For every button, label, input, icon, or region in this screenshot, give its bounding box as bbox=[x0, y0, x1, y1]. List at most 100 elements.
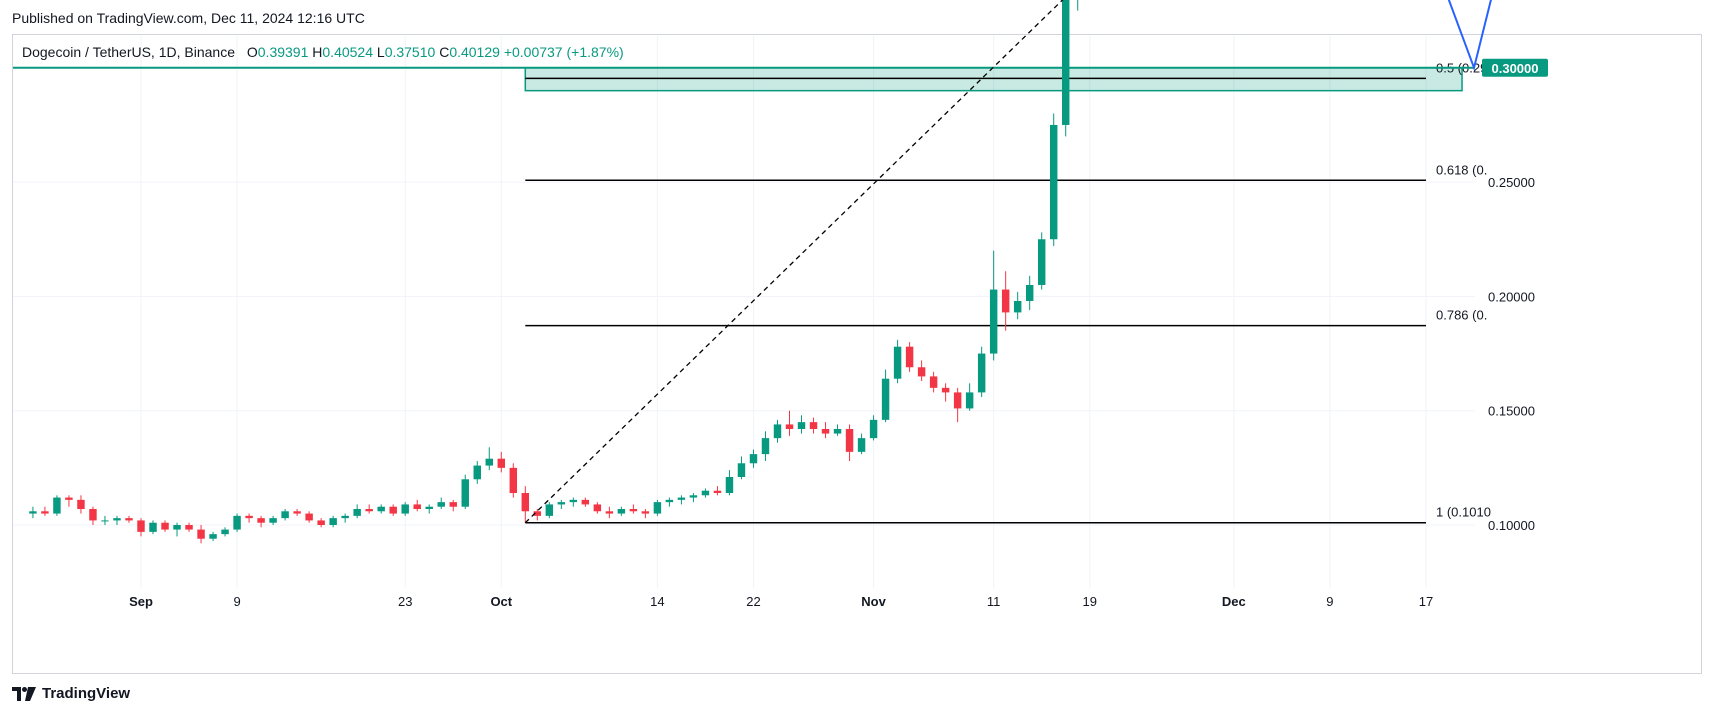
candle bbox=[533, 508, 542, 521]
candle-body bbox=[161, 522, 169, 530]
candle bbox=[365, 504, 373, 514]
candle-body bbox=[641, 511, 650, 514]
fib-level-label: 0.786 (0. bbox=[1436, 308, 1487, 323]
candle bbox=[485, 447, 493, 471]
candle-body bbox=[1025, 284, 1034, 301]
candle bbox=[353, 504, 361, 519]
candle-body bbox=[389, 506, 397, 514]
candle-body bbox=[809, 422, 818, 429]
fib-level-label: 1 (0.1010 bbox=[1436, 505, 1491, 520]
candle-body bbox=[677, 497, 686, 500]
candle bbox=[929, 371, 938, 393]
candle bbox=[725, 470, 734, 496]
candle bbox=[389, 504, 397, 516]
candle bbox=[653, 499, 662, 516]
brand-name: TradingView bbox=[42, 685, 131, 702]
projection-path bbox=[1447, 0, 1492, 72]
candle-body bbox=[593, 504, 602, 512]
candle-body bbox=[341, 515, 349, 519]
candle bbox=[317, 518, 325, 528]
candle bbox=[857, 433, 866, 455]
candle bbox=[341, 513, 349, 523]
candle bbox=[521, 486, 530, 523]
candle bbox=[605, 506, 614, 519]
candle-body bbox=[365, 508, 373, 512]
candle-body bbox=[653, 502, 662, 514]
y-axis-tick-label: 0.15000 bbox=[1488, 404, 1535, 419]
candle-body bbox=[833, 428, 842, 434]
candle bbox=[473, 460, 481, 484]
candle-body bbox=[689, 495, 698, 498]
x-axis-tick-label: 19 bbox=[1083, 594, 1097, 609]
x-axis-tick-label: 9 bbox=[1326, 594, 1333, 609]
candle bbox=[869, 415, 878, 441]
candle bbox=[809, 417, 818, 434]
candle-body bbox=[773, 424, 782, 439]
x-axis-tick-label: 11 bbox=[987, 594, 1001, 609]
x-axis-tick-label: Dec bbox=[1222, 594, 1246, 609]
candle bbox=[953, 387, 962, 423]
candle-body bbox=[413, 504, 421, 509]
y-axis-tick-label: 0.20000 bbox=[1488, 289, 1535, 304]
candle-body bbox=[269, 518, 277, 523]
candle-body bbox=[917, 367, 926, 377]
candle bbox=[1049, 113, 1058, 247]
candle-body bbox=[65, 497, 73, 500]
candle-body bbox=[821, 428, 830, 434]
candle bbox=[233, 513, 241, 532]
candle bbox=[29, 506, 37, 519]
candle-body bbox=[425, 506, 433, 509]
candle bbox=[89, 506, 97, 525]
candle bbox=[101, 515, 109, 525]
candle bbox=[881, 369, 890, 423]
candle bbox=[977, 346, 986, 397]
candle bbox=[917, 360, 926, 381]
candle-body bbox=[173, 525, 181, 530]
candle-body bbox=[509, 467, 518, 493]
high-label: H bbox=[312, 44, 323, 60]
open-label: O bbox=[246, 44, 258, 60]
candle bbox=[989, 250, 998, 361]
candle bbox=[689, 492, 698, 503]
candle-body bbox=[605, 511, 614, 514]
candle bbox=[1001, 271, 1010, 331]
x-axis-tick-label: 17 bbox=[1419, 594, 1433, 609]
chart-frame bbox=[12, 34, 1702, 674]
candle bbox=[437, 497, 445, 509]
candle bbox=[449, 499, 457, 512]
candle bbox=[125, 515, 133, 523]
candle-body bbox=[137, 520, 145, 532]
candle bbox=[53, 495, 61, 516]
candle bbox=[413, 499, 421, 512]
y-axis-tick-label: 0.10000 bbox=[1488, 518, 1535, 533]
candle bbox=[1061, 0, 1070, 137]
candle bbox=[113, 515, 121, 525]
candle bbox=[1077, 0, 1079, 11]
published-caption: Published on TradingView.com, Dec 11, 20… bbox=[12, 10, 365, 26]
candle bbox=[845, 424, 854, 461]
low-value: 0.37510 bbox=[384, 44, 436, 60]
support-zone-layer bbox=[524, 67, 1463, 92]
x-axis-tick-label: 22 bbox=[746, 594, 760, 609]
candle bbox=[749, 449, 758, 468]
candle-body bbox=[29, 511, 37, 514]
candle-body bbox=[929, 376, 938, 388]
candle-body bbox=[113, 518, 121, 521]
candle-body bbox=[737, 463, 746, 477]
candle-body bbox=[233, 515, 241, 530]
candle bbox=[497, 451, 506, 473]
candle-body bbox=[797, 422, 806, 429]
candle bbox=[245, 513, 253, 523]
candle-body bbox=[869, 419, 878, 439]
footer-brand[interactable]: TradingView bbox=[12, 685, 130, 702]
candle bbox=[761, 431, 770, 461]
candle-body bbox=[197, 529, 205, 539]
candle-body bbox=[437, 502, 445, 507]
candle bbox=[1013, 291, 1022, 320]
x-axis-tick-label: 9 bbox=[233, 594, 240, 609]
candle-body bbox=[329, 518, 337, 525]
candle-body bbox=[941, 387, 950, 393]
price-labels: 0.500000.480460.40129DOGEUSDT0.400000.30… bbox=[1482, 58, 1548, 77]
candle bbox=[893, 339, 902, 384]
